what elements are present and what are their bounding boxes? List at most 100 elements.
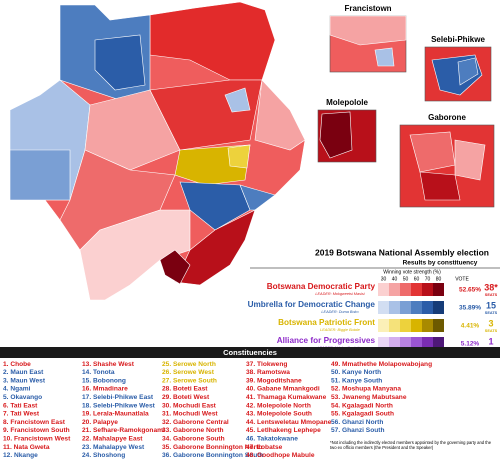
constituency-label: 7. Tati West (3, 411, 40, 418)
strength-swatch (433, 337, 444, 350)
constituency-label: 55. Kgalagadi South (331, 411, 394, 418)
inset-label: Selebi-Phikwe (431, 35, 485, 44)
constituency-label: 30. Mochudi East (162, 402, 217, 409)
constituency-label: 51. Kanye South (331, 377, 382, 384)
constituency-label: 44. Lentsweletau Mmopane (246, 419, 332, 426)
constituency-label: 29. Boteti West (162, 394, 210, 401)
region (174, 209, 256, 286)
constituency-label: 50. Kanye North (331, 369, 381, 376)
constituency-label: 40. Gabane Mmankgodi (246, 386, 320, 393)
strength-swatch (422, 301, 433, 314)
party-name: Umbrella for Democratic Change (248, 300, 376, 309)
region (224, 87, 251, 113)
constituency-label: 42. Molepolole North (246, 402, 311, 409)
constituency-label: 15. Bobonong (82, 377, 126, 384)
constituency-label: 57. Ghanzi South (331, 427, 385, 434)
constituency-label: 13. Shashe West (82, 361, 135, 368)
constituency-label: 4. Ngami (3, 386, 31, 393)
constituency-label: 36. Gaborone Bonnington South (162, 452, 263, 459)
constituency-label: 41. Thamaga Kumakwane (246, 394, 327, 401)
strength-swatch (422, 337, 433, 350)
party-name: Alliance for Progressives (277, 336, 376, 345)
footnote: *Not including the indirectly elected me… (330, 440, 492, 450)
inset-gaborone: Gaborone (399, 113, 495, 208)
region (94, 34, 146, 91)
strength-swatch (389, 337, 400, 350)
constituency-label: 22. Mahalapye East (82, 435, 143, 442)
constituency-label: 27. Serowe South (162, 377, 217, 384)
party-seats: 15 (486, 300, 496, 310)
party-name: Botswana Democratic Party (267, 282, 376, 291)
strength-swatch (400, 337, 411, 350)
constituency-label: 8. Francistown East (3, 419, 66, 426)
scale-title: Winning vote strength (%) (383, 269, 441, 275)
party-seats: 3 (488, 318, 493, 328)
legend-subtitle: Results by constituency (403, 260, 478, 267)
inset-molepolole: Molepolole (317, 98, 377, 163)
strength-swatch (400, 319, 411, 332)
party-leader: LEADER: Mokgweetsi Masisi (315, 292, 364, 296)
constituency-label: 43. Molepolole South (246, 411, 312, 418)
constituency-label: 16. Mmadinare (82, 386, 128, 393)
strength-swatch (422, 283, 433, 296)
strength-swatch (389, 319, 400, 332)
scale-tick-label: 50 (403, 276, 409, 282)
party-leader: LEADER: Duma Boko (321, 310, 358, 314)
region (419, 171, 461, 201)
botswana-map (9, 1, 306, 301)
constituency-label: 18. Selebi-Phikwe West (82, 402, 156, 409)
footnote-box: *Not including the indirectly elected me… (330, 440, 492, 450)
constituency-label: 53. Jwaneng Mabutsane (331, 394, 407, 401)
vote-header: VOTE (455, 276, 469, 282)
region (457, 57, 479, 86)
seats-label: SEATS (485, 311, 498, 315)
scale-tick-label: 70 (425, 276, 431, 282)
scale-tick-label: 40 (392, 276, 398, 282)
constituency-label: 23. Mahalapye West (82, 444, 145, 451)
strength-swatch (400, 283, 411, 296)
scale-tick-label: 60 (414, 276, 420, 282)
constituency-label: 32. Gaborone Central (162, 419, 229, 426)
constituency-label: 56. Ghanzi North (331, 419, 383, 426)
constituency-label: 47. Lobatse (246, 444, 283, 451)
region (319, 111, 353, 159)
constituency-label: 5. Okavango (3, 394, 42, 401)
strength-swatch (378, 337, 389, 350)
constituency-label: 20. Palapye (82, 419, 118, 426)
constituency-label: 25. Serowe North (162, 361, 216, 368)
constituency-label: 38. Ramotswa (246, 369, 290, 376)
constituency-label: 11. Nata Gweta (3, 444, 50, 451)
inset-selebi-phikwe: Selebi-Phikwe (424, 35, 492, 102)
party-vote: 35.89% (459, 305, 481, 312)
region (149, 1, 276, 81)
legend-title: 2019 Botswana National Assembly election (315, 247, 489, 257)
constituency-label: 31. Mochudi West (162, 411, 218, 418)
strength-swatch (411, 301, 422, 314)
legend: 2019 Botswana National Assembly election… (248, 247, 500, 351)
constituency-label: 19. Lerala-Maunatlala (82, 411, 149, 418)
party-vote: 5.12% (461, 341, 480, 348)
inset-label: Gaborone (428, 113, 466, 122)
scale-tick-label: 80 (436, 276, 442, 282)
inset-label: Francistown (344, 4, 391, 13)
seats-label: SEATS (485, 329, 498, 333)
constituency-label: 3. Maun West (3, 377, 46, 384)
region (79, 209, 191, 301)
constituency-label: 2. Maun East (3, 369, 44, 376)
region (9, 149, 71, 201)
constituency-label: 37. Tlokweng (246, 361, 287, 368)
inset-label: Molepolole (326, 98, 368, 107)
constituency-label: 52. Moshupa Manyana (331, 386, 401, 393)
region (254, 79, 306, 151)
region (179, 181, 251, 231)
party-vote: 4.41% (461, 323, 480, 330)
strength-swatch (433, 319, 444, 332)
strength-swatch (389, 283, 400, 296)
strength-swatch (400, 301, 411, 314)
strength-swatch (378, 301, 389, 314)
strength-swatch (378, 283, 389, 296)
scale-tick-label: 30 (381, 276, 387, 282)
constituency-label: 21. Sefhare-Ramokgonami (82, 427, 165, 434)
